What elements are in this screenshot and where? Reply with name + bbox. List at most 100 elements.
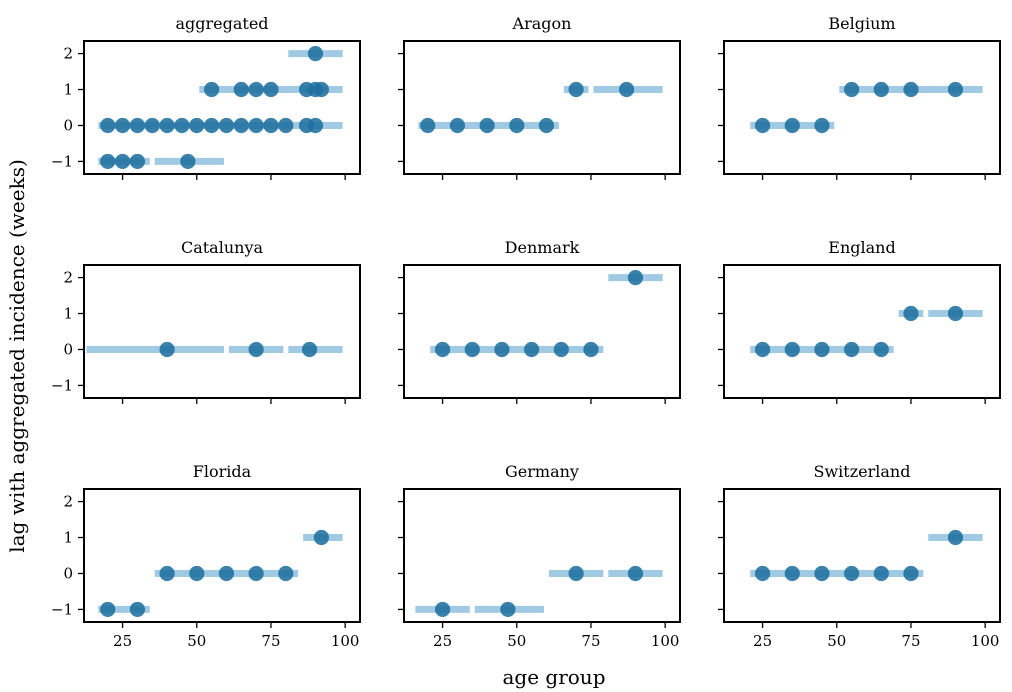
data-point <box>627 565 644 582</box>
y-tick-label: −1 <box>51 600 73 618</box>
panel-frame <box>723 264 1001 399</box>
data-point <box>100 117 116 134</box>
panel-frame <box>403 488 681 623</box>
x-axis-label: age group <box>502 665 605 689</box>
panel-frame <box>83 40 361 175</box>
panel-belgium: Belgium <box>718 14 1001 180</box>
panel-title-denmark: Denmark <box>505 238 580 257</box>
data-point <box>553 341 569 358</box>
panel-title-catalunya: Catalunya <box>181 238 264 257</box>
panel-title-england: England <box>828 238 895 257</box>
data-point <box>500 601 516 618</box>
data-point <box>301 341 318 358</box>
x-tick-label: 75 <box>261 632 280 650</box>
data-point <box>814 341 830 358</box>
x-tick-label: 50 <box>827 632 846 650</box>
x-tick-label: 100 <box>971 632 1000 650</box>
panel-switzerland: Switzerland 25 50 75 100 <box>718 462 1001 650</box>
data-point <box>873 341 889 358</box>
data-point <box>159 341 175 358</box>
panel-england: England <box>718 238 1001 404</box>
data-point <box>218 117 235 134</box>
data-point <box>307 117 324 134</box>
data-point <box>784 117 800 134</box>
data-point <box>233 81 249 98</box>
data-point <box>434 341 451 358</box>
data-point <box>204 81 220 98</box>
x-tick-label: 75 <box>901 632 920 650</box>
panel-aggregated: aggregated −1 0 1 2 <box>51 14 361 180</box>
data-point <box>434 601 451 618</box>
data-point <box>844 81 860 98</box>
data-point <box>524 341 540 358</box>
panel-title-aggregated: aggregated <box>175 14 268 33</box>
y-tick-label: 2 <box>63 45 73 63</box>
y-tick-label: 0 <box>63 564 73 582</box>
panel-germany: Germany 25 50 75 100 <box>398 462 681 650</box>
x-tick-label: 100 <box>651 632 680 650</box>
panel-denmark: Denmark <box>398 238 681 404</box>
x-tick-label: 100 <box>331 632 360 650</box>
panel-aragon: Aragon <box>398 14 681 180</box>
data-point <box>754 117 771 134</box>
data-point <box>159 117 175 134</box>
y-tick-label: 1 <box>63 305 73 323</box>
panel-title-florida: Florida <box>193 462 252 481</box>
panel-catalunya: Catalunya −1 0 1 2 <box>51 238 361 404</box>
data-point <box>189 565 205 582</box>
panel-florida: Florida −1 0 1 2 25 50 75 100 <box>51 462 361 650</box>
data-point <box>100 153 116 170</box>
data-point <box>903 305 919 322</box>
data-point <box>583 341 599 358</box>
data-point <box>873 565 889 582</box>
y-axis-label: lag with aggregated incidence (weeks) <box>5 159 29 553</box>
y-tick-label: −1 <box>51 152 73 170</box>
x-tick-label: 25 <box>113 632 132 650</box>
data-point <box>248 565 264 582</box>
data-point <box>129 601 146 618</box>
data-point <box>307 45 324 62</box>
data-point <box>784 565 800 582</box>
x-tick-label: 50 <box>187 632 206 650</box>
panel-frame <box>83 488 361 623</box>
y-tick-label: 0 <box>63 340 73 358</box>
data-point <box>494 341 510 358</box>
data-point <box>218 565 235 582</box>
data-point <box>627 269 644 286</box>
data-point <box>449 117 466 134</box>
data-point <box>754 565 771 582</box>
panel-title-switzerland: Switzerland <box>814 462 911 481</box>
data-point <box>159 565 175 582</box>
panel-frame <box>83 264 361 399</box>
data-point <box>278 117 294 134</box>
data-point <box>814 565 830 582</box>
data-point <box>947 305 964 322</box>
data-point <box>844 565 860 582</box>
data-point <box>263 117 279 134</box>
panel-title-germany: Germany <box>505 462 579 481</box>
y-tick-label: 2 <box>63 493 73 511</box>
panel-title-aragon: Aragon <box>512 14 572 33</box>
x-tick-label: 25 <box>753 632 772 650</box>
data-point <box>479 117 495 134</box>
y-tick-label: −1 <box>51 376 73 394</box>
data-point <box>144 117 160 134</box>
data-point <box>114 117 131 134</box>
y-tick-label: 2 <box>63 269 73 287</box>
data-point <box>754 341 771 358</box>
data-point <box>313 529 330 546</box>
data-point <box>568 81 584 98</box>
data-point <box>248 117 264 134</box>
data-point <box>129 117 146 134</box>
y-tick-label: 1 <box>63 529 73 547</box>
data-point <box>844 341 860 358</box>
data-point <box>233 117 249 134</box>
data-point <box>873 81 889 98</box>
data-point <box>814 117 830 134</box>
data-point <box>263 81 279 98</box>
panel-frame <box>403 264 681 399</box>
data-point <box>180 153 196 170</box>
y-tick-label: 0 <box>63 116 73 134</box>
data-point <box>509 117 525 134</box>
